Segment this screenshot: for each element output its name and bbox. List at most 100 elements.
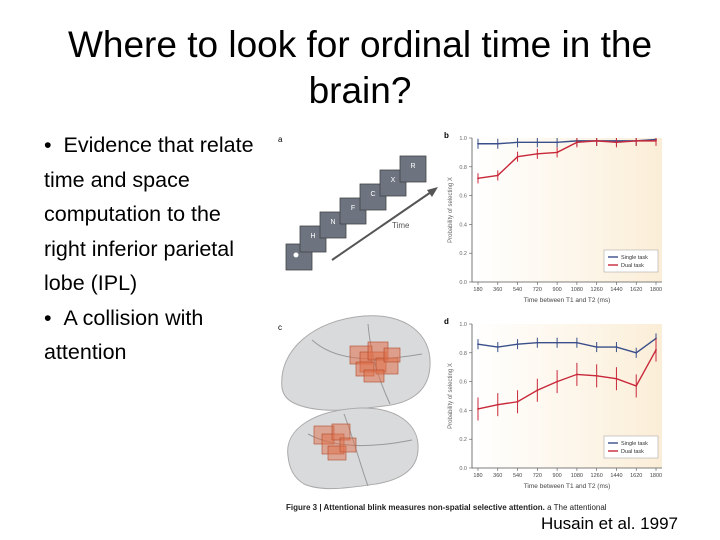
y-tick-label: 0.2 bbox=[459, 251, 467, 257]
x-tick-label: 1800 bbox=[650, 473, 662, 479]
data-point bbox=[655, 139, 657, 142]
data-point bbox=[536, 389, 539, 392]
x-tick-label: 1260 bbox=[591, 287, 603, 293]
bullet-item: • Evidence that relate time and space co… bbox=[44, 128, 264, 301]
rsvp-sequence: H N F C X R bbox=[285, 155, 427, 271]
bullet-text: Evidence that relate time and space comp… bbox=[44, 133, 254, 295]
citation: Husain et al. 1997 bbox=[540, 514, 678, 533]
time-arrow-label: Time bbox=[392, 221, 410, 230]
figure: a H N F C X R Time c bbox=[272, 128, 662, 505]
x-tick-label: 1080 bbox=[571, 473, 583, 479]
x-tick-label: 1440 bbox=[610, 287, 622, 293]
bullet-item: • A collision with attention bbox=[44, 301, 264, 370]
data-point bbox=[477, 142, 479, 145]
data-point bbox=[496, 346, 499, 348]
brain-bottom bbox=[287, 407, 419, 490]
y-tick-label: 0.2 bbox=[459, 437, 467, 443]
data-point bbox=[477, 408, 479, 410]
x-tick-label: 180 bbox=[473, 473, 482, 479]
series-line bbox=[478, 138, 657, 145]
x-tick-label: 1800 bbox=[650, 287, 662, 293]
y-tick-label: 1.0 bbox=[459, 136, 467, 142]
y-tick-label: 0.0 bbox=[459, 466, 467, 472]
data-point bbox=[516, 400, 519, 403]
x-tick-label: 360 bbox=[493, 287, 502, 293]
data-point bbox=[477, 343, 479, 346]
legend-box bbox=[603, 435, 659, 459]
chart-b: b 0.0 0.2 0.4 0.6 0.8 1.0 180 360 540 720 900 1080 12… bbox=[444, 131, 662, 304]
panel-a: a H N F C X R Time bbox=[278, 135, 438, 271]
data-point bbox=[516, 155, 519, 158]
x-tick-label: 720 bbox=[533, 473, 542, 479]
panel-c-label: c bbox=[278, 323, 282, 332]
data-point bbox=[536, 152, 539, 155]
figure-caption: Figure 3 | Attentional blink measures no… bbox=[286, 503, 666, 512]
x-tick-label: 720 bbox=[533, 287, 542, 293]
legend-entry: Dual task bbox=[621, 449, 644, 455]
x-tick-label: 540 bbox=[513, 287, 522, 293]
series-line bbox=[477, 140, 656, 180]
bullet-list: • Evidence that relate time and space co… bbox=[44, 128, 264, 370]
y-axis-label: Probability of selecting X bbox=[448, 363, 454, 429]
data-point bbox=[556, 151, 559, 154]
x-axis-label: Time between T1 and T2 (ms) bbox=[524, 483, 611, 490]
caption-rest: a The attentional bbox=[544, 503, 607, 512]
data-point bbox=[536, 341, 539, 344]
data-point bbox=[496, 174, 499, 177]
x-tick-label: 900 bbox=[553, 473, 562, 479]
data-point bbox=[575, 373, 578, 376]
x-tick-label: 1440 bbox=[610, 473, 622, 479]
data-point bbox=[536, 141, 539, 144]
x-tick-label: 180 bbox=[473, 287, 482, 293]
figure-svg: a H N F C X R Time c bbox=[278, 131, 662, 490]
data-point bbox=[595, 374, 598, 377]
y-tick-label: 0.4 bbox=[459, 408, 467, 414]
series-line bbox=[477, 349, 657, 410]
data-point bbox=[516, 141, 519, 144]
data-point bbox=[655, 349, 657, 351]
series-line bbox=[477, 337, 657, 354]
data-point bbox=[635, 351, 638, 354]
x-tick-label: 360 bbox=[493, 473, 502, 479]
x-tick-label: 1620 bbox=[630, 287, 642, 293]
rsvp-card bbox=[399, 155, 427, 183]
data-point bbox=[615, 346, 618, 348]
chart-d: d 0.0 0.2 0.4 0.6 0.8 1.0 180 360 540 720 900 1080 12… bbox=[444, 317, 662, 490]
y-tick-label: 0.6 bbox=[459, 194, 467, 200]
x-axis-label: Time between T1 and T2 (ms) bbox=[524, 297, 611, 304]
data-point bbox=[635, 139, 638, 142]
rsvp-letter: F bbox=[351, 205, 355, 212]
y-tick-label: 1.0 bbox=[459, 322, 467, 328]
data-point bbox=[575, 141, 578, 144]
data-point bbox=[575, 341, 578, 344]
slide-title: Where to look for ordinal time in the br… bbox=[67, 24, 653, 111]
panel-a-label: a bbox=[278, 135, 283, 144]
y-axis-label: Probability of selecting X bbox=[448, 177, 454, 243]
time-arrow bbox=[331, 189, 435, 261]
y-tick-label: 0.4 bbox=[459, 222, 467, 228]
bullet-text: A collision with attention bbox=[44, 305, 204, 365]
x-tick-label: 1080 bbox=[571, 287, 583, 293]
legend-entry: Dual task bbox=[621, 263, 644, 269]
bullet-marker: • bbox=[44, 133, 52, 157]
panel-label: b bbox=[444, 131, 449, 140]
rsvp-letter: X bbox=[391, 177, 396, 184]
data-point bbox=[516, 343, 519, 346]
x-tick-label: 540 bbox=[513, 473, 522, 479]
data-point bbox=[556, 141, 559, 144]
rsvp-letter: H bbox=[310, 233, 315, 240]
x-tick-label: 1260 bbox=[591, 473, 603, 479]
legend-box bbox=[603, 249, 659, 273]
y-tick-label: 0.8 bbox=[459, 165, 467, 171]
x-tick-label: 900 bbox=[553, 287, 562, 293]
data-point bbox=[595, 139, 598, 142]
data-point bbox=[615, 377, 618, 380]
data-point bbox=[496, 142, 499, 145]
data-point bbox=[477, 177, 479, 180]
panel-label: d bbox=[444, 317, 449, 326]
data-point bbox=[556, 380, 559, 383]
y-tick-label: 0.0 bbox=[459, 280, 467, 286]
brain-top bbox=[281, 315, 431, 411]
bullet-marker: • bbox=[44, 305, 52, 330]
data-point bbox=[635, 385, 638, 387]
